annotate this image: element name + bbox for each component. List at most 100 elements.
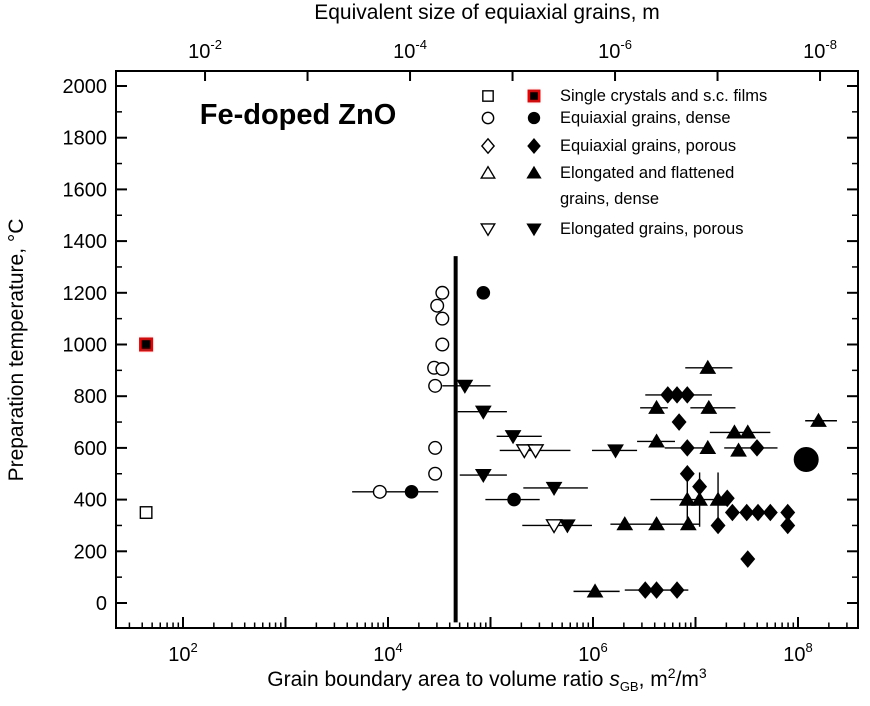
legend-square-filled-icon (524, 86, 544, 106)
legend-triangle-up-filled-icon (524, 163, 544, 183)
y-tick-label: 400 (74, 490, 107, 512)
point-equiaxial-dense-open (435, 362, 450, 377)
legend-symbol (527, 89, 541, 103)
point-equiaxial-dense-open (435, 337, 450, 352)
legend-symbol (480, 165, 496, 179)
legend-entry-circle: Equiaxial grains, dense (478, 106, 870, 130)
point-equiaxial-porous-filled (780, 516, 796, 535)
legend: Single crystals and s.c. films Equiaxial … (478, 0, 870, 260)
point-equiaxial-porous-filled (750, 503, 766, 522)
legend-symbol (480, 223, 496, 237)
point-elongated-dense-filled (648, 433, 665, 448)
legend-label: Equiaxial grains, dense (560, 109, 731, 127)
point-equiaxial-dense-filled (507, 492, 521, 507)
y-tick-label: 1600 (63, 179, 108, 201)
point-equiaxial-dense-open (435, 311, 450, 326)
legend-entry-triangle-up: Elongated and flattened (478, 161, 870, 185)
bottom-axis-subscript: GB (619, 679, 639, 695)
point-elongated-dense-filled (699, 439, 717, 454)
point-elongated-porous-open (526, 444, 545, 459)
x-tick-label: 108 (783, 640, 812, 666)
x-tick-label: 104 (373, 640, 402, 666)
point-equiaxial-dense-filled (793, 447, 819, 473)
bottom-axis-units-2: /m (675, 668, 699, 691)
point-equiaxial-porous-filled (671, 413, 687, 431)
legend-symbol (480, 137, 496, 155)
point-elongated-dense-filled (678, 491, 696, 506)
bottom-axis-title-text: Grain boundary area to volume ratio (267, 668, 610, 691)
legend-triangle-up-open-icon (478, 163, 498, 183)
point-equiaxial-dense-open (428, 440, 443, 455)
legend-triangle-down-open-icon (478, 219, 498, 239)
point-equiaxial-porous-filled (679, 386, 695, 404)
legend-entry-square: Single crystals and s.c. films (478, 84, 870, 108)
y-tick-label: 600 (74, 438, 107, 460)
y-tick-label: 1000 (63, 335, 108, 357)
top-tick-label: 10-2 (188, 37, 222, 63)
legend-label: Elongated and flattened (560, 164, 735, 182)
point-elongated-dense-filled (648, 516, 665, 531)
legend-symbol (482, 90, 494, 102)
point-equiaxial-porous-filled (669, 386, 685, 404)
point-equiaxial-porous-filled (739, 503, 755, 522)
point-equiaxial-porous-filled (679, 439, 695, 457)
point-elongated-dense-filled (679, 516, 697, 531)
point-elongated-porous-filled (504, 430, 522, 445)
point-elongated-porous-open (545, 519, 563, 534)
error-bars (352, 367, 837, 593)
y-axis-ticks: 0 200 400 600 800 1000 1200 1400 1600 1800 2000 (63, 76, 858, 615)
point-equiaxial-porous-filled (749, 439, 765, 457)
legend-label: Equiaxial grains, porous (560, 137, 737, 155)
legend-entry-diamond: Equiaxial grains, porous (478, 134, 870, 158)
point-equiaxial-porous-filled (710, 516, 726, 535)
point-elongated-porous-filled (607, 444, 624, 459)
point-elongated-dense-filled (616, 516, 634, 531)
point-elongated-porous-filled (474, 468, 492, 484)
legend-symbol (527, 111, 541, 125)
point-elongated-dense-filled (691, 491, 708, 506)
x-tick-label: 102 (168, 640, 197, 666)
point-elongated-porous-filled (456, 379, 474, 394)
point-elongated-dense-filled (726, 424, 743, 439)
point-equiaxial-porous-filled (679, 464, 695, 483)
point-equiaxial-porous-filled (669, 581, 685, 599)
point-elongated-porous-open (515, 444, 534, 459)
legend-label: Single crystals and s.c. films (560, 87, 768, 105)
plot-frame (115, 70, 859, 629)
point-equiaxial-porous-filled (724, 503, 740, 522)
y-tick-label: 1400 (63, 231, 108, 253)
point-elongated-dense-filled (648, 399, 665, 414)
point-elongated-dense-filled (699, 359, 717, 374)
point-equiaxial-dense-open (435, 285, 450, 300)
point-elongated-porous-filled (545, 481, 563, 496)
legend-symbol (526, 223, 542, 237)
y-tick-label: 1800 (63, 128, 108, 150)
legend-entry-triangle-down: Elongated grains, porous (478, 217, 870, 241)
point-single-crystal-open (139, 506, 153, 519)
bottom-axis-sup-1: 2 (667, 665, 676, 681)
frame (115, 70, 859, 629)
plot-annotation: Fe-doped ZnO (199, 99, 397, 131)
legend-symbol (526, 165, 542, 179)
point-equiaxial-porous-filled (649, 581, 665, 599)
point-elongated-dense-filled (586, 583, 604, 598)
y-tick-label: 2000 (63, 76, 108, 98)
top-tick-label: 10-4 (393, 37, 427, 63)
point-equiaxial-porous-filled (740, 550, 756, 568)
point-equiaxial-dense-filled (476, 286, 491, 300)
x-axis-ticks: 102 104 106 108 (128, 617, 848, 666)
point-elongated-dense-filled (730, 442, 747, 457)
point-single-crystal-filled (139, 337, 154, 352)
point-equiaxial-porous-filled (762, 503, 778, 522)
legend-square-open-icon (478, 86, 498, 106)
legend-circle-filled-icon (524, 108, 544, 128)
legend-triangle-down-filled-icon (524, 219, 544, 239)
point-equiaxial-porous-filled (637, 581, 653, 599)
legend-symbol (481, 111, 495, 125)
point-equiaxial-dense-open (428, 466, 443, 481)
legend-circle-open-icon (478, 108, 498, 128)
point-equiaxial-dense-filled (404, 485, 419, 499)
bottom-axis-sup-2: 3 (698, 665, 707, 681)
legend-label: Elongated grains, porous (560, 220, 744, 238)
